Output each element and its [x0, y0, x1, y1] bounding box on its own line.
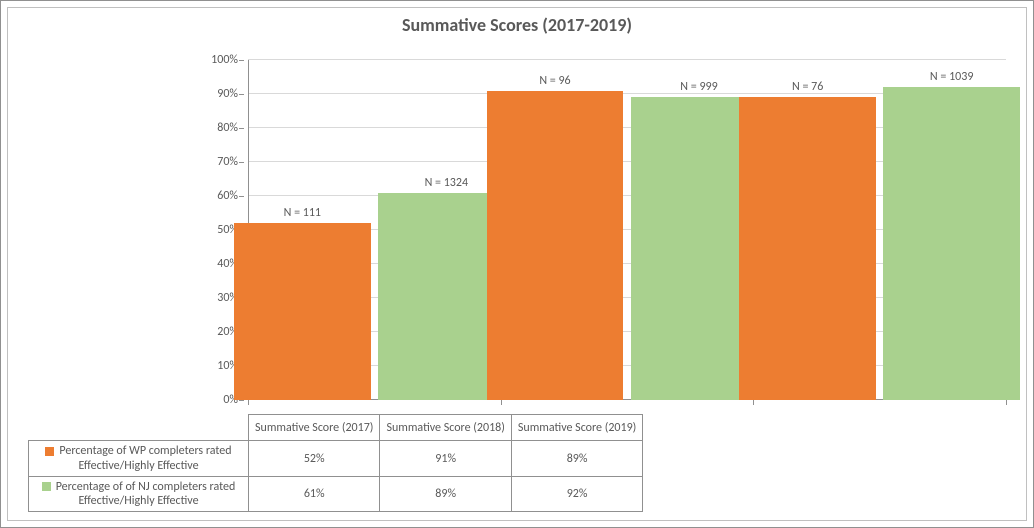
y-tick-label: 60% — [202, 189, 238, 203]
category-header-cell: Summative Score (2017) — [249, 415, 380, 441]
x-tick — [248, 400, 249, 405]
bar-n-label: N = 111 — [242, 206, 362, 220]
x-tick — [501, 400, 502, 405]
table-corner-cell — [29, 415, 249, 441]
category-header-cell: Summative Score (2019) — [511, 415, 642, 441]
data-table-body: Summative Score (2017)Summative Score (2… — [29, 415, 643, 512]
legend-swatch — [45, 447, 54, 456]
y-tick-label: 100% — [202, 53, 238, 67]
data-cell: 61% — [249, 476, 380, 511]
y-tick-label: 20% — [202, 325, 238, 339]
bars-layer: N = 111N = 1324N = 96N = 999N = 76N = 10… — [248, 60, 1006, 400]
y-tick-label: 30% — [202, 291, 238, 305]
data-table: Summative Score (2017)Summative Score (2… — [28, 414, 643, 512]
series-row: Percentage of of NJ completers rated Eff… — [29, 476, 643, 511]
chart-outer-border: Summative Scores (2017-2019) 0% 10% 20% 30%… — [0, 0, 1034, 528]
bar — [487, 91, 623, 400]
x-tick — [1006, 400, 1007, 405]
y-tick-label: 10% — [202, 359, 238, 373]
y-tick-label: 50% — [202, 223, 238, 237]
y-tick-label: 40% — [202, 257, 238, 271]
y-tick-label: 0% — [202, 393, 238, 407]
bar — [739, 97, 875, 400]
data-cell: 89% — [380, 476, 511, 511]
y-tick-label: 80% — [202, 121, 238, 135]
bar — [234, 223, 370, 400]
series-name-label: Percentage of WP completers rated Effect… — [59, 445, 231, 473]
data-cell: 91% — [380, 441, 511, 476]
x-tick — [753, 400, 754, 405]
y-tick-label: 90% — [202, 87, 238, 101]
category-header-cell: Summative Score (2018) — [380, 415, 511, 441]
series-name-label: Percentage of of NJ completers rated Eff… — [56, 480, 236, 508]
data-cell: 89% — [511, 441, 642, 476]
series-row-header: Percentage of of NJ completers rated Eff… — [29, 476, 249, 511]
series-row: Percentage of WP completers rated Effect… — [29, 441, 643, 476]
bar-n-label: N = 1039 — [892, 70, 1012, 84]
data-cell: 92% — [511, 476, 642, 511]
bar-n-label: N = 96 — [495, 74, 615, 88]
bar — [883, 87, 1019, 400]
bar-n-label: N = 999 — [639, 80, 759, 94]
series-row-header: Percentage of WP completers rated Effect… — [29, 441, 249, 476]
category-header-row: Summative Score (2017)Summative Score (2… — [29, 415, 643, 441]
chart-inner-panel: Summative Scores (2017-2019) 0% 10% 20% 30%… — [7, 7, 1027, 521]
x-ticks — [248, 400, 1006, 406]
y-tick-label: 70% — [202, 155, 238, 169]
chart-title: Summative Scores (2017-2019) — [8, 8, 1026, 36]
bar-n-label: N = 76 — [748, 80, 868, 94]
plot-area: N = 111N = 1324N = 96N = 999N = 76N = 10… — [248, 60, 1006, 400]
legend-swatch — [42, 482, 51, 491]
data-cell: 52% — [249, 441, 380, 476]
